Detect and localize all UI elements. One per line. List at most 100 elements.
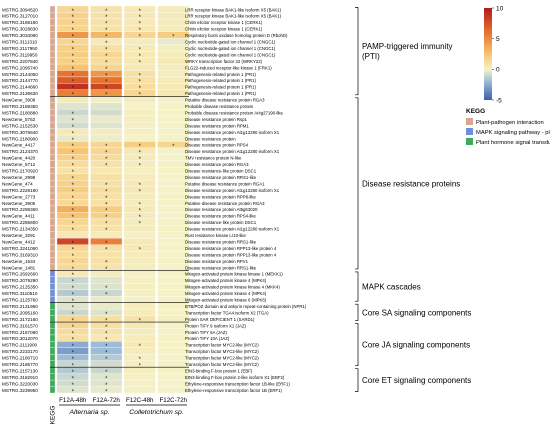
significance-mark: * [105,260,108,266]
colorbar-tick-label: 0 [496,67,500,74]
kegg-axis-label: KEGG [50,406,57,425]
row-label: MSTRG.3182910 [2,375,38,380]
heatmap-cell [90,109,123,116]
kegg-cell [49,167,56,174]
group-label: Core ET signaling components [362,376,471,385]
row-description: Pathogenesis-related protein 1 (PR1) [185,78,257,83]
kegg-cell [49,96,56,103]
row-description: Disease resistance protein At1g12280 iso… [185,149,280,154]
significance-mark: * [105,28,108,34]
kegg-cell [49,192,56,200]
heatmap-cell [123,134,156,142]
significance-mark: * [139,157,142,163]
significance-mark: * [105,286,108,292]
row-label: NewGene_5712 [2,162,36,167]
legend-title: KEGG [466,108,485,115]
row-description: Chitin elicitor receptor kinase 1 (CERK1… [185,27,263,32]
significance-mark: * [105,344,108,350]
heatmap-cell [90,134,123,142]
row-label: NewGene_4412 [2,239,36,244]
significance-mark: * [139,209,142,215]
group-bracket [355,303,359,321]
row-label: MSTRG.2134350 [2,227,38,232]
significance-mark: * [72,183,75,189]
kegg-cell [49,231,56,239]
heatmap-cell [90,296,123,303]
heatmap-cell [123,173,156,181]
significance-mark: * [105,80,108,86]
kegg-cell [49,44,56,52]
heatmap-cell [90,167,123,174]
heatmap-cell [123,347,156,355]
row-label: MSTRG.3094520 [2,7,38,12]
significance-mark: * [105,93,108,99]
row-label: MSTRG.2152530 [2,123,38,128]
heatmap-cell [90,115,123,123]
significance-mark: * [72,125,75,131]
significance-mark: * [172,35,175,41]
kegg-cell [49,199,56,207]
heatmap-cell [123,192,156,200]
significance-mark: * [139,151,142,157]
significance-mark: * [72,318,75,324]
row-label: MSTRG.3119950 [2,52,38,57]
significance-mark: * [72,73,75,79]
significance-mark: * [105,357,108,363]
row-label: MSTRG.2131960 [2,304,38,309]
significance-mark: * [72,151,75,157]
column-label: F12A-72h [93,397,121,404]
significance-mark: * [172,144,175,150]
heatmap-cell [56,102,89,110]
heatmap-cell [56,386,89,394]
row-description: Disease resistance protein [185,136,236,141]
significance-mark: * [72,357,75,363]
significance-mark: * [72,267,75,273]
kegg-cell [49,308,56,316]
row-label: MSTRG.3188180 [2,20,38,25]
kegg-cell [49,321,56,329]
row-description: Probable disease resistance protein [185,104,254,109]
significance-mark: * [72,112,75,118]
heatmap-cell [123,38,156,45]
row-label: MSTRG.2180880 [2,110,38,115]
row-description: Disease resistance protein RPS4-like [185,214,257,219]
row-label: MSTRG.2189360 [2,104,38,109]
heatmap-cell [123,308,156,316]
heatmap-cell [90,121,123,129]
kegg-cell [49,102,56,110]
significance-mark: * [72,247,75,253]
significance-mark: * [72,28,75,34]
significance-mark: * [105,196,108,202]
group-label: Disease resistance proteins [362,179,460,188]
significance-mark: * [105,9,108,15]
row-label: MSTRG.2233170 [2,349,38,354]
row-label: MSTRG.3169310 [2,252,38,257]
heatmap-cell [123,270,156,278]
significance-mark: * [72,176,75,182]
kegg-cell [49,147,56,155]
significance-mark: * [139,93,142,99]
significance-mark: * [105,73,108,79]
row-description: Putative disease resistance protein RGA3 [185,98,265,103]
heatmap-cell [123,115,156,123]
significance-mark: * [72,299,75,305]
heatmap-cell [123,257,156,265]
significance-mark: * [72,389,75,395]
heatmap-cell [123,121,156,129]
kegg-cell [49,121,56,129]
heatmap-cell [123,289,156,297]
significance-mark: * [139,73,142,79]
kegg-cell [49,173,56,181]
significance-mark: * [72,312,75,318]
row-label: MSTRG.3241060 [2,246,38,251]
significance-mark: * [105,325,108,331]
significance-mark: * [72,60,75,66]
row-label: MSTRG.2186770 [2,362,38,367]
significance-mark: * [105,241,108,247]
kegg-cell [49,5,56,13]
row-description: Transcription factor MYC2-like (MYC2) [185,349,259,354]
significance-mark: * [105,247,108,253]
row-label: MSTRG.2125350 [2,285,38,290]
kegg-cell [49,341,56,348]
row-description: Disease resistance protein Rsp1 [185,117,247,122]
